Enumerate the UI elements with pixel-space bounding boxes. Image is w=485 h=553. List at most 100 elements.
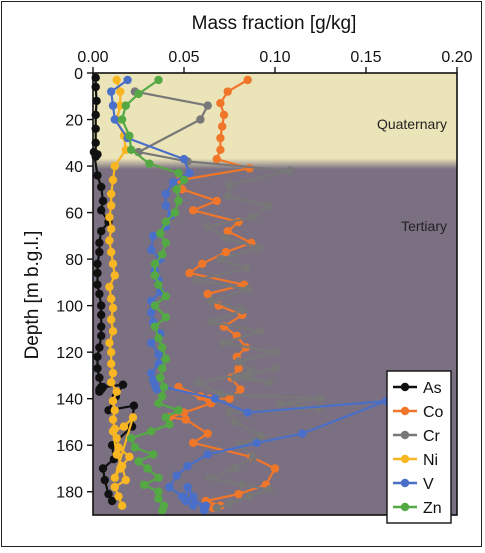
data-point-cr xyxy=(238,306,247,315)
data-point-cr xyxy=(219,338,229,348)
data-point-as xyxy=(89,147,99,157)
data-point-zn xyxy=(158,506,167,515)
data-point-v xyxy=(148,231,158,240)
data-point-cr xyxy=(207,317,216,327)
data-point-ni xyxy=(112,450,121,459)
data-point-cr xyxy=(225,499,234,508)
legend-label-as: As xyxy=(423,380,442,397)
data-point-zn xyxy=(139,480,149,489)
data-point-co xyxy=(223,87,232,96)
data-point-v xyxy=(165,482,174,492)
data-point-co xyxy=(198,259,207,268)
data-point-zn xyxy=(156,373,165,382)
data-point-v xyxy=(243,408,252,417)
data-point-zn xyxy=(145,159,154,168)
data-point-as xyxy=(97,331,106,341)
data-point-ni xyxy=(110,482,120,492)
data-point-zn xyxy=(150,301,160,310)
data-point-as xyxy=(97,182,106,192)
data-point-as xyxy=(93,171,102,180)
data-point-v xyxy=(154,350,163,359)
data-point-ni xyxy=(112,434,121,443)
data-point-ni xyxy=(105,213,114,222)
data-point-ni xyxy=(117,501,127,510)
data-point-cr xyxy=(245,492,254,501)
data-point-v xyxy=(172,471,181,480)
data-point-ni xyxy=(114,443,123,452)
data-point-ni xyxy=(107,189,116,199)
data-point-cr xyxy=(243,373,252,382)
data-point-cr xyxy=(249,452,258,461)
data-point-co xyxy=(236,385,245,394)
data-point-v xyxy=(181,496,190,506)
depth-profile-chart: Quaternary Tertiary 0.00 0.05 0.10 0.15 0.20 0… xyxy=(22,13,473,524)
data-point-as xyxy=(97,206,106,215)
data-point-zn xyxy=(174,196,183,206)
data-point-v xyxy=(188,501,198,510)
data-point-cr xyxy=(196,115,205,124)
data-point-co xyxy=(185,268,194,278)
data-point-cr xyxy=(205,473,214,482)
y-tick-label: 40 xyxy=(65,159,83,176)
data-point-cr xyxy=(243,285,252,294)
data-point-ni xyxy=(108,327,118,336)
legend-label-cr: Cr xyxy=(423,428,441,445)
data-point-cr xyxy=(212,503,221,513)
y-tick-label: 100 xyxy=(56,299,83,316)
data-point-zn xyxy=(150,271,160,280)
data-point-cr xyxy=(194,378,203,387)
data-point-zn xyxy=(134,89,143,99)
data-point-cr xyxy=(249,213,258,222)
data-point-ni xyxy=(110,473,120,482)
legend-marker-v xyxy=(400,478,410,488)
data-point-cr xyxy=(241,264,251,273)
data-point-as xyxy=(97,322,106,331)
legend-marker-cr xyxy=(400,430,410,440)
data-point-ni xyxy=(107,348,116,357)
data-point-co xyxy=(219,110,229,120)
data-point-as xyxy=(98,464,108,473)
legend-label-co: Co xyxy=(423,404,444,421)
data-point-zn xyxy=(161,217,170,227)
data-point-cr xyxy=(230,417,240,427)
data-point-v xyxy=(147,368,156,378)
data-point-ni xyxy=(116,87,125,96)
data-point-co xyxy=(270,464,280,473)
legend-label-zn: Zn xyxy=(423,500,442,517)
data-point-ni xyxy=(110,271,120,280)
data-point-zn xyxy=(154,75,163,85)
data-point-as xyxy=(97,301,106,310)
y-tick-label: 60 xyxy=(65,206,83,223)
data-point-v xyxy=(185,168,194,178)
data-point-v xyxy=(168,178,178,187)
data-point-cr xyxy=(276,399,285,408)
data-point-cr xyxy=(314,403,323,413)
series-line-zn xyxy=(120,79,186,511)
data-point-zn xyxy=(130,443,140,452)
x-axis-label: Mass fraction [g/kg] xyxy=(192,13,357,34)
data-point-v xyxy=(161,201,170,210)
data-point-v xyxy=(298,429,307,438)
data-point-v xyxy=(183,461,192,471)
data-point-as xyxy=(95,247,104,257)
data-point-as xyxy=(95,343,104,352)
data-point-cr xyxy=(316,394,325,403)
data-point-cr xyxy=(216,389,225,399)
data-point-v xyxy=(210,394,220,403)
data-point-as xyxy=(98,382,108,392)
legend-marker-co xyxy=(400,406,410,416)
data-point-zn xyxy=(161,313,170,322)
data-point-zn xyxy=(161,354,170,364)
data-point-zn xyxy=(154,280,163,289)
data-point-as xyxy=(93,268,102,278)
data-point-as xyxy=(93,259,102,268)
data-point-as xyxy=(129,401,139,410)
data-point-zn xyxy=(165,420,174,429)
legend-marker-as xyxy=(400,382,410,392)
data-point-zn xyxy=(161,413,170,422)
data-point-zn xyxy=(156,229,165,238)
data-point-cr xyxy=(223,192,232,201)
series-zn xyxy=(117,75,189,515)
legend-marker-ni xyxy=(400,454,410,464)
data-point-ni xyxy=(107,224,116,234)
